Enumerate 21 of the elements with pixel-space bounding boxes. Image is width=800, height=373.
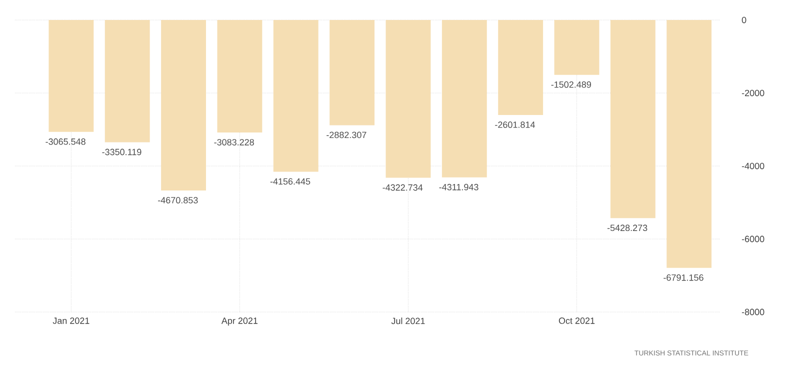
y-tick-label: -2000	[742, 90, 764, 96]
data-label: -5428.273	[607, 224, 648, 232]
y-tick-label: -6000	[742, 236, 764, 242]
data-label: -2601.814	[495, 122, 535, 128]
data-label: -3083.228	[214, 139, 254, 146]
y-tick-label: -4000	[742, 162, 764, 170]
data-label: -4670.853	[158, 197, 198, 204]
data-label: -4156.445	[270, 178, 310, 185]
y-tick-label: 0	[742, 16, 746, 24]
data-label: -4322.734	[382, 184, 423, 191]
data-label: -1502.489	[551, 81, 591, 88]
x-tick-label: Oct 2021	[558, 318, 595, 324]
y-tick-label: -8000	[742, 308, 764, 316]
data-label: -3350.119	[102, 148, 142, 156]
data-label: -2882.307	[326, 132, 366, 138]
x-tick-label: Apr 2021	[221, 318, 258, 326]
data-label: -4311.943	[439, 184, 478, 190]
x-tick-label: Jul 2021	[391, 318, 425, 324]
x-tick-label: Jan 2021	[52, 318, 90, 324]
data-label: -3065.548	[46, 138, 86, 145]
data-label: -6791.156	[664, 274, 704, 281]
